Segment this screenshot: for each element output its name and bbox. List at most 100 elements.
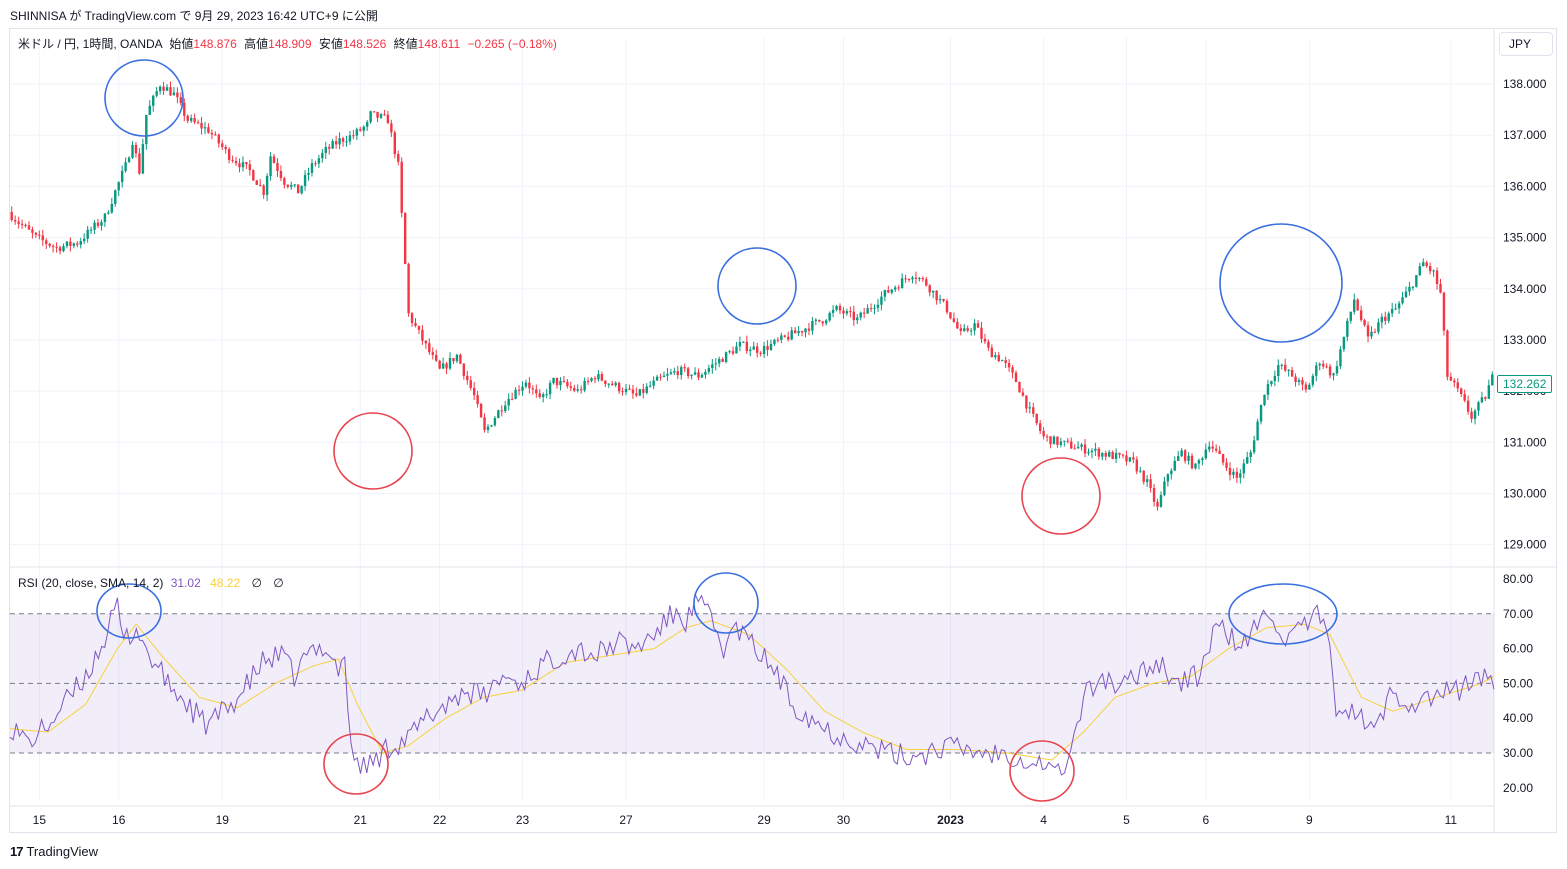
candle-down [231,160,234,162]
candle-down [600,374,604,381]
candle-down [611,383,614,386]
candle-up [1335,366,1339,374]
candle-down [1235,471,1239,478]
candle-up [1418,266,1422,276]
candle-up [1266,384,1270,395]
candle-down [697,372,700,378]
candle-up [1197,460,1201,464]
candle-down [849,311,852,313]
candle-up [738,342,742,347]
candle-down [635,393,638,396]
candle-down [1156,501,1159,507]
candle-down [838,305,842,311]
blue-annotation-circle [1219,223,1343,343]
candle-down [221,143,224,147]
rsi-axis-label: 60.00 [1503,642,1533,656]
candle-up [1259,404,1263,422]
candle-down [755,346,759,353]
candle-down [283,178,286,185]
candle-down [517,389,521,391]
candle-up [1252,440,1256,453]
candle-up [655,376,659,381]
candle-up [866,308,869,314]
candle-down [1038,423,1042,432]
candle-down [341,138,345,142]
candle-down [869,308,873,310]
candle-down [617,382,621,392]
candle-down [1135,459,1139,472]
sma-line [9,620,1495,761]
candle-down [1425,262,1428,267]
candle-down [980,327,983,339]
candle-down [227,149,231,161]
candle-up [1246,457,1249,464]
candle-up [120,170,124,183]
candle-up [652,380,655,386]
candle-down [745,341,749,352]
candle-down [566,381,569,387]
candle-down [562,380,566,382]
candle-up [1232,471,1235,475]
candle-up [1139,470,1142,472]
candle-down [17,221,20,224]
candle-up [762,345,766,354]
candle-down [759,352,762,354]
candle-up [662,375,666,378]
candle-up [521,386,524,391]
candle-down [286,184,290,187]
candle-up [1342,336,1346,350]
candle-up [369,111,372,123]
candle-down [476,395,479,404]
rsi-legend: RSI (20, close, SMA, 14, 2) 31.02 48.22 … [18,576,284,590]
candle-down [862,312,866,314]
candle-down [776,339,780,341]
candle-up [856,317,859,321]
candle-up [749,349,752,352]
candle-down [1228,467,1232,475]
candle-up [648,385,652,387]
time-axis-label: 2023 [937,813,964,827]
candle-up [165,87,169,91]
candle-down [1097,448,1101,457]
candle-down [569,386,573,388]
symbol-legend: 米ドル / 円, 1時間, OANDA 始値148.876 高値148.909 … [18,35,557,52]
candle-up [72,243,76,246]
tradingview-brand[interactable]: 17 TradingView [10,844,98,859]
candle-up [1059,441,1063,445]
candle-down [34,232,38,235]
candle-down [1083,444,1087,454]
change-value: −0.265 (−0.18%) [467,37,557,51]
rsi-line [9,592,1495,776]
candle-down [76,243,79,245]
red-annotation-circle [1021,457,1101,535]
candle-up [1080,444,1083,447]
candle-up [845,311,849,314]
candle-down [328,147,331,149]
candle-up [938,299,942,301]
candle-up [880,296,883,305]
currency-button[interactable]: JPY [1499,32,1553,56]
candle-up [490,425,493,427]
rsi-title[interactable]: RSI (20, close, SMA, 14, 2) [18,576,164,590]
candle-down [428,343,431,353]
sma-value: 48.22 [210,576,241,590]
candle-up [107,212,110,214]
candle-down [555,377,559,386]
candle-up [1114,452,1118,459]
candle-up [1204,449,1208,459]
candle-down [1045,436,1049,438]
candle-down [593,378,597,380]
candle-down [1183,450,1187,461]
candle-up [1173,460,1176,471]
symbol-title[interactable]: 米ドル / 円, 1時間, OANDA [18,37,163,51]
candle-up [1377,322,1380,332]
candle-down [1442,292,1446,331]
time-axis-label: 9 [1306,813,1313,827]
candle-up [93,222,96,230]
candle-down [1073,448,1076,450]
candle-down [207,127,210,133]
candle-down [935,290,938,301]
candle-down [69,241,72,246]
time-axis-label: 23 [516,813,530,827]
